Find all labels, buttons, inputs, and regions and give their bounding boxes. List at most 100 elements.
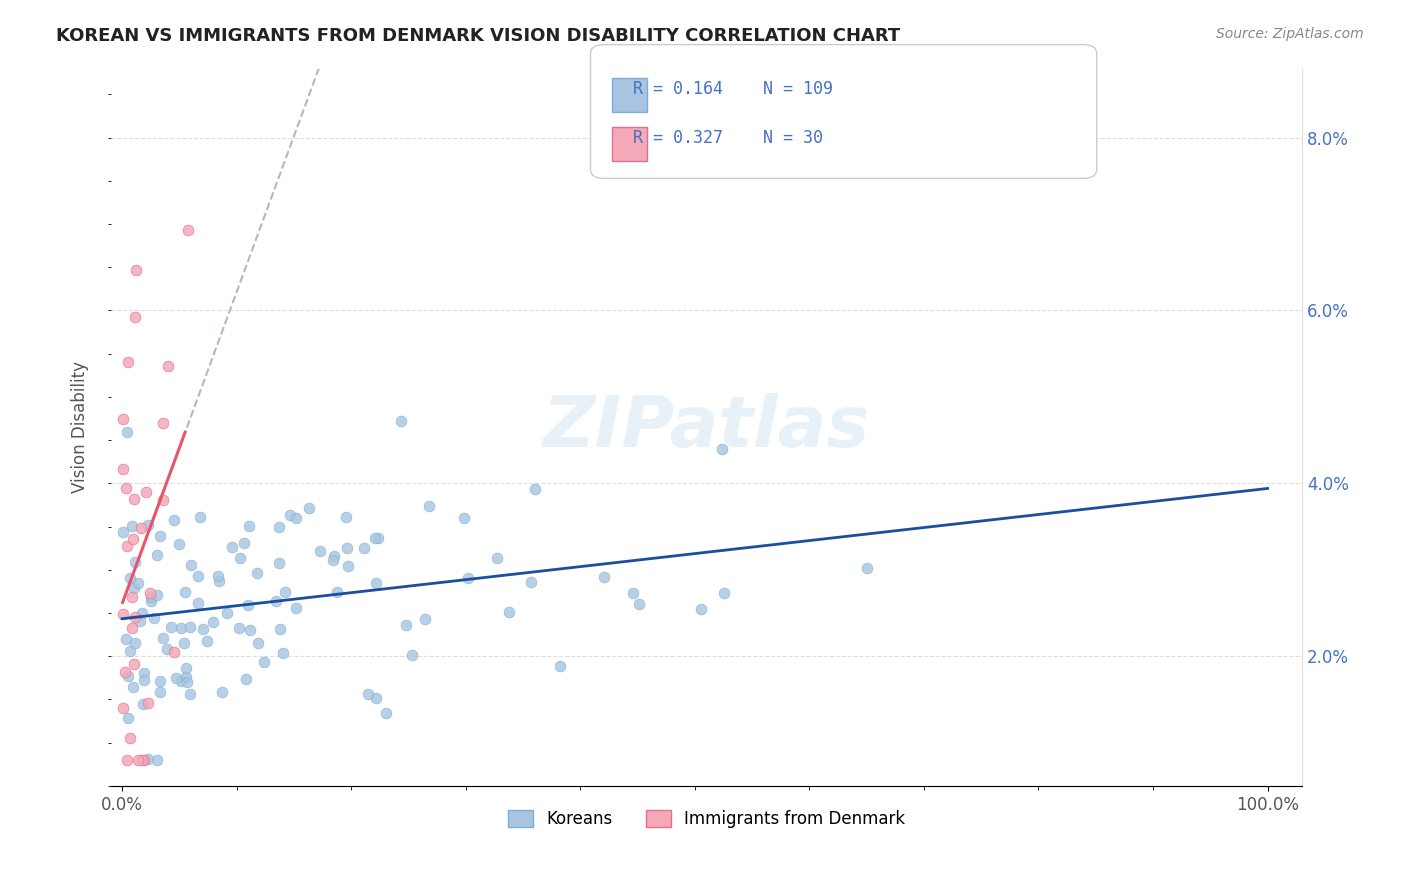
Text: R = 0.164    N = 109: R = 0.164 N = 109 bbox=[633, 80, 832, 98]
Point bbox=[309, 543, 332, 558]
Point bbox=[335, 510, 357, 524]
Point bbox=[267, 520, 290, 534]
Point bbox=[117, 669, 139, 683]
Point bbox=[628, 597, 651, 611]
Point bbox=[134, 753, 156, 767]
Point bbox=[136, 752, 159, 766]
Point bbox=[486, 551, 509, 566]
Point bbox=[271, 646, 294, 660]
Point bbox=[278, 508, 301, 522]
Point bbox=[145, 753, 167, 767]
Point bbox=[238, 598, 260, 612]
Point bbox=[239, 623, 262, 637]
Point bbox=[253, 655, 276, 669]
Point bbox=[117, 355, 139, 369]
Point bbox=[322, 549, 344, 563]
Point bbox=[135, 485, 157, 500]
Point bbox=[122, 581, 145, 595]
Point bbox=[173, 585, 195, 599]
Point bbox=[593, 570, 616, 584]
Y-axis label: Vision Disability: Vision Disability bbox=[72, 361, 89, 493]
Point bbox=[146, 588, 169, 602]
Point bbox=[176, 222, 198, 236]
Text: R = 0.327    N = 30: R = 0.327 N = 30 bbox=[633, 129, 823, 147]
Point bbox=[215, 607, 238, 621]
Point bbox=[117, 711, 139, 725]
Point bbox=[366, 691, 388, 706]
Point bbox=[690, 602, 713, 616]
Point bbox=[152, 631, 174, 645]
Point bbox=[112, 462, 135, 476]
Point bbox=[141, 591, 163, 605]
Point bbox=[353, 541, 375, 556]
Point bbox=[285, 511, 308, 525]
Point bbox=[127, 753, 149, 767]
Point bbox=[267, 556, 290, 570]
Point bbox=[152, 416, 174, 430]
Point bbox=[325, 585, 347, 599]
Point bbox=[179, 619, 201, 633]
Point bbox=[713, 585, 735, 599]
Point bbox=[856, 561, 879, 575]
Point bbox=[114, 632, 136, 646]
Point bbox=[136, 696, 159, 710]
Point bbox=[176, 675, 198, 690]
Point bbox=[170, 621, 193, 635]
Point bbox=[115, 482, 138, 496]
Point bbox=[364, 531, 387, 545]
Point bbox=[201, 615, 224, 629]
Point bbox=[357, 687, 380, 701]
Point bbox=[124, 310, 146, 324]
Point bbox=[228, 621, 250, 635]
Point bbox=[127, 576, 149, 591]
Point bbox=[136, 517, 159, 532]
Point bbox=[208, 574, 231, 589]
Point bbox=[173, 636, 195, 650]
Point bbox=[498, 605, 520, 619]
Point bbox=[401, 648, 423, 663]
Point bbox=[187, 596, 209, 610]
Text: Source: ZipAtlas.com: Source: ZipAtlas.com bbox=[1216, 27, 1364, 41]
Point bbox=[132, 673, 155, 687]
Legend: Koreans, Immigrants from Denmark: Koreans, Immigrants from Denmark bbox=[501, 804, 911, 835]
Point bbox=[322, 553, 344, 567]
Point bbox=[112, 524, 135, 539]
Point bbox=[221, 540, 243, 554]
Point bbox=[364, 576, 387, 591]
Point bbox=[336, 541, 359, 555]
Point bbox=[174, 670, 197, 684]
Point bbox=[124, 555, 146, 569]
Point bbox=[121, 621, 143, 635]
Point bbox=[375, 706, 398, 721]
Point bbox=[122, 491, 145, 506]
Point bbox=[191, 622, 214, 636]
Point bbox=[548, 659, 571, 673]
Point bbox=[179, 687, 201, 701]
Point bbox=[170, 674, 193, 689]
Point bbox=[245, 566, 267, 580]
Point bbox=[124, 610, 146, 624]
Point bbox=[190, 510, 212, 524]
Point bbox=[457, 571, 479, 585]
Point bbox=[266, 593, 288, 607]
Point bbox=[395, 618, 418, 632]
Point bbox=[111, 701, 134, 715]
Point bbox=[120, 644, 142, 658]
Point bbox=[121, 518, 143, 533]
Point bbox=[115, 539, 138, 553]
Point bbox=[124, 636, 146, 650]
Point bbox=[195, 633, 218, 648]
Point bbox=[149, 685, 172, 699]
Point bbox=[118, 571, 141, 585]
Point bbox=[520, 574, 543, 589]
Point bbox=[122, 657, 145, 672]
Point bbox=[413, 612, 436, 626]
Point bbox=[132, 697, 155, 711]
Point bbox=[131, 607, 153, 621]
Point bbox=[166, 671, 188, 685]
Point bbox=[131, 753, 153, 767]
Point bbox=[453, 511, 475, 525]
Point bbox=[273, 585, 295, 599]
Point bbox=[128, 614, 150, 628]
Point bbox=[146, 548, 169, 562]
